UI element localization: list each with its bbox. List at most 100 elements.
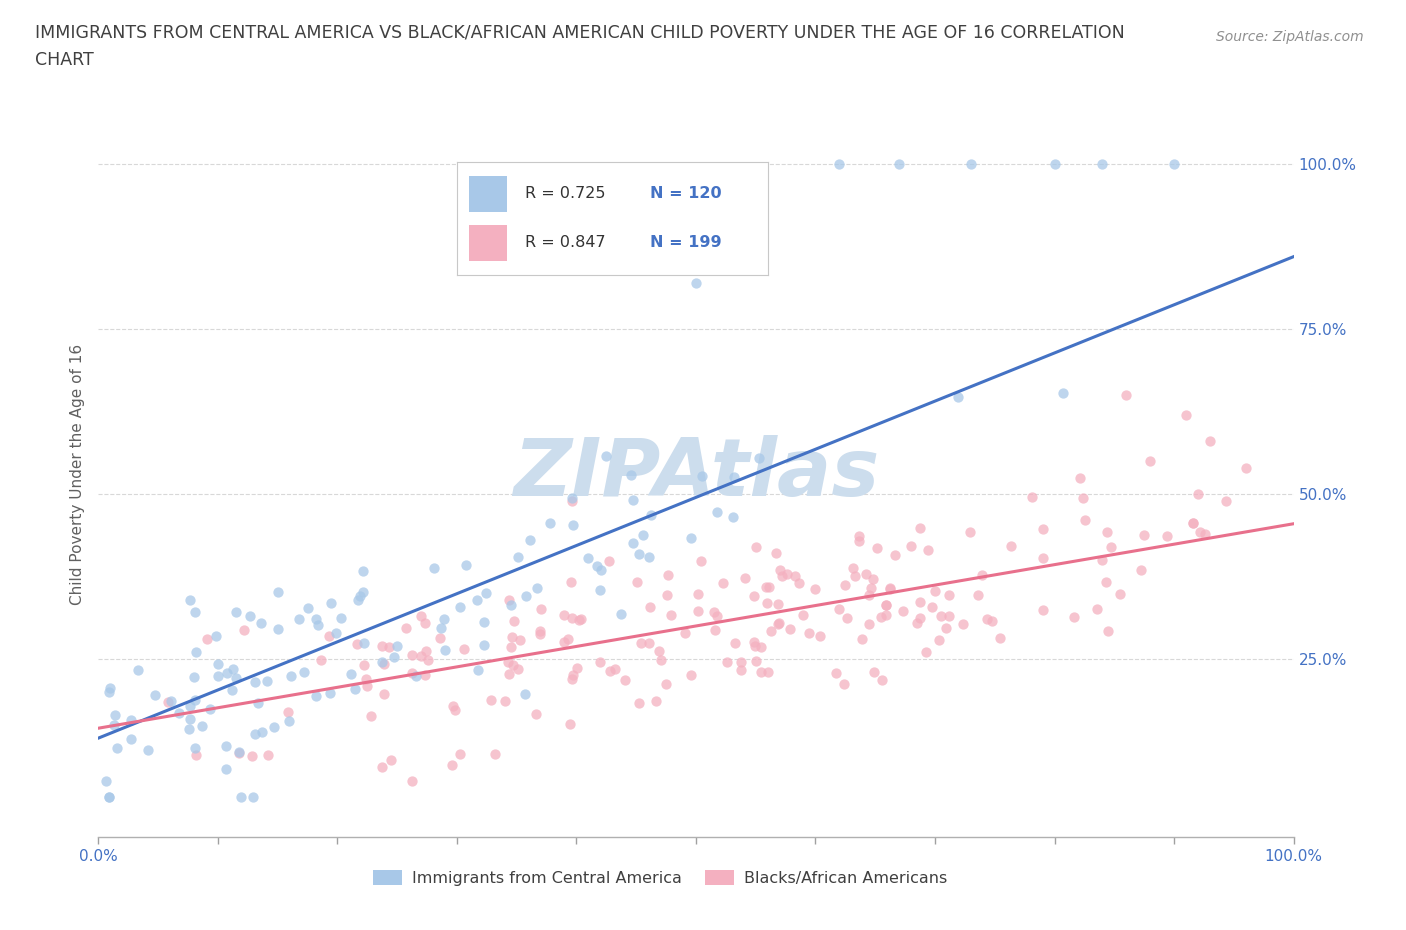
Point bbox=[561, 672, 583, 687]
Point bbox=[429, 631, 451, 645]
Point bbox=[589, 583, 612, 598]
Point bbox=[865, 540, 887, 555]
Point bbox=[378, 639, 401, 654]
Point bbox=[900, 539, 922, 554]
Point bbox=[267, 584, 290, 599]
Point bbox=[1052, 386, 1074, 401]
Point bbox=[908, 594, 931, 609]
Point bbox=[360, 708, 382, 723]
Point bbox=[225, 604, 247, 619]
Point bbox=[633, 527, 655, 542]
Point bbox=[754, 579, 776, 594]
Point bbox=[745, 539, 768, 554]
Point bbox=[952, 617, 974, 631]
Point bbox=[103, 708, 125, 723]
Point bbox=[449, 599, 471, 614]
Point bbox=[339, 666, 361, 681]
Point bbox=[928, 632, 950, 647]
Point bbox=[915, 644, 938, 659]
Point bbox=[1074, 512, 1097, 527]
Point bbox=[787, 576, 810, 591]
Point bbox=[103, 717, 125, 732]
Point bbox=[267, 622, 290, 637]
Point bbox=[499, 640, 522, 655]
Point bbox=[136, 742, 159, 757]
Point bbox=[560, 717, 582, 732]
Point bbox=[1199, 434, 1222, 449]
Point bbox=[292, 665, 315, 680]
Point bbox=[959, 525, 981, 539]
Point bbox=[638, 600, 661, 615]
Point bbox=[858, 588, 880, 603]
Point bbox=[467, 663, 489, 678]
Point bbox=[557, 632, 579, 647]
Point bbox=[225, 671, 247, 685]
Point bbox=[222, 662, 245, 677]
Point bbox=[879, 581, 901, 596]
Point bbox=[644, 693, 666, 708]
Point bbox=[465, 593, 488, 608]
Point bbox=[347, 592, 370, 607]
Point bbox=[742, 589, 765, 604]
Point bbox=[449, 747, 471, 762]
Point bbox=[1234, 460, 1257, 475]
Point bbox=[250, 724, 273, 739]
Point bbox=[599, 664, 621, 679]
Point bbox=[792, 607, 814, 622]
Point bbox=[1063, 610, 1085, 625]
Point bbox=[855, 566, 877, 581]
Point bbox=[530, 602, 553, 617]
Point bbox=[655, 677, 678, 692]
Point bbox=[484, 746, 506, 761]
Point bbox=[1194, 526, 1216, 541]
Point bbox=[529, 627, 551, 642]
Point bbox=[454, 558, 477, 573]
Point bbox=[1182, 515, 1205, 530]
Point bbox=[848, 534, 870, 549]
Point bbox=[263, 720, 285, 735]
Point bbox=[502, 658, 524, 672]
Point bbox=[908, 521, 931, 536]
Point bbox=[770, 568, 793, 583]
Point bbox=[688, 604, 710, 618]
Point bbox=[207, 669, 229, 684]
Point bbox=[619, 468, 641, 483]
Point bbox=[748, 451, 770, 466]
Point bbox=[627, 547, 650, 562]
Point bbox=[679, 668, 702, 683]
Point bbox=[576, 551, 599, 565]
Point bbox=[721, 510, 744, 525]
Point bbox=[870, 673, 893, 688]
Point bbox=[433, 611, 456, 626]
Point bbox=[605, 661, 627, 676]
Point bbox=[184, 644, 207, 659]
Point bbox=[256, 747, 278, 762]
Point bbox=[1043, 157, 1066, 172]
Point bbox=[706, 609, 728, 624]
Point bbox=[280, 669, 302, 684]
Point bbox=[567, 660, 589, 675]
Point bbox=[776, 566, 799, 581]
Point bbox=[221, 683, 243, 698]
Point bbox=[1032, 603, 1054, 618]
Point bbox=[349, 589, 371, 604]
Point bbox=[411, 649, 433, 664]
Y-axis label: Child Poverty Under the Age of 16: Child Poverty Under the Age of 16 bbox=[69, 344, 84, 604]
Point bbox=[946, 390, 969, 405]
Point bbox=[501, 597, 523, 612]
Point bbox=[494, 693, 516, 708]
Point bbox=[318, 629, 340, 644]
Point bbox=[553, 634, 575, 649]
Point bbox=[330, 611, 353, 626]
Point bbox=[159, 694, 181, 709]
Point bbox=[1189, 525, 1212, 539]
Point bbox=[503, 614, 526, 629]
Text: ZIPAtlas: ZIPAtlas bbox=[513, 435, 879, 513]
Point bbox=[1163, 157, 1185, 172]
Point bbox=[401, 647, 423, 662]
Point bbox=[938, 588, 960, 603]
Point bbox=[243, 727, 266, 742]
Point bbox=[371, 760, 394, 775]
Point bbox=[325, 626, 347, 641]
Point bbox=[1215, 494, 1237, 509]
